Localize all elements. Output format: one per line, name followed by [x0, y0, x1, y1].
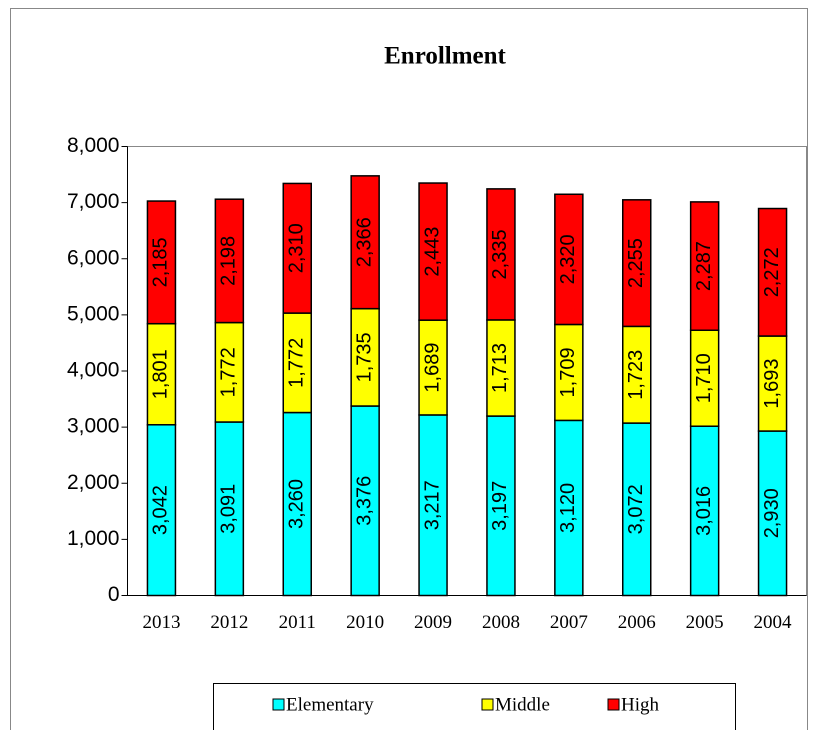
- y-tick-label: 0: [108, 583, 120, 606]
- bar-segment: [282, 182, 312, 314]
- bar-segment: [622, 422, 652, 597]
- value-label: 2,255: [625, 238, 647, 288]
- bar-segment: [418, 182, 448, 321]
- value-label: 3,016: [693, 486, 715, 536]
- x-tick-label: 2004: [754, 612, 793, 633]
- bar-segment: [418, 319, 448, 416]
- value-label: 3,217: [421, 480, 443, 530]
- x-tick-label: 2008: [482, 612, 520, 633]
- bar-segment: [689, 329, 720, 427]
- y-tick-label: 8,000: [67, 134, 120, 157]
- chart-title: Enrollment: [384, 43, 506, 70]
- value-label: 1,710: [693, 353, 715, 403]
- y-tick-label: 4,000: [67, 359, 120, 382]
- value-label: 1,772: [218, 347, 240, 397]
- legend-label: Elementary: [286, 694, 374, 715]
- value-label: 2,366: [353, 217, 375, 267]
- value-label: 1,801: [150, 349, 172, 399]
- bar-segment: [214, 321, 245, 423]
- x-tick-label: 2011: [279, 612, 316, 633]
- x-tick-label: 2005: [686, 612, 724, 633]
- bar-segment: [622, 199, 652, 328]
- value-label: 3,376: [353, 476, 375, 526]
- bar-segment: [486, 188, 516, 321]
- y-tick-label: 3,000: [67, 415, 120, 438]
- value-label: 2,198: [218, 236, 240, 286]
- bar-segment: [282, 411, 312, 597]
- y-tick-label: 2,000: [67, 471, 120, 494]
- bar-segment: [689, 201, 720, 332]
- value-label: 1,772: [286, 338, 308, 388]
- x-tick-label: 2013: [142, 612, 180, 633]
- value-label: 2,310: [286, 223, 308, 273]
- value-label: 3,091: [218, 484, 240, 534]
- value-label: 1,689: [421, 343, 443, 393]
- value-label: 2,185: [150, 237, 172, 287]
- value-label: 2,443: [421, 227, 443, 277]
- x-tick-label: 2007: [550, 612, 588, 633]
- bar-segment: [486, 319, 516, 417]
- value-label: 2,930: [761, 488, 783, 538]
- bar-segment: [214, 198, 245, 324]
- bar-segment: [757, 335, 788, 432]
- y-tick-label: 5,000: [67, 302, 120, 325]
- bar-segment: [146, 424, 177, 597]
- x-tick-label: 2006: [618, 612, 656, 633]
- bar-segment: [350, 175, 380, 310]
- value-label: 3,260: [286, 479, 308, 529]
- bar-segment: [554, 323, 584, 422]
- x-tick-label: 2009: [414, 612, 452, 633]
- legend-label: Middle: [495, 694, 550, 715]
- x-tick-label: 2010: [346, 612, 384, 633]
- y-tick-label: 1,000: [67, 527, 120, 550]
- y-tick-label: 7,000: [67, 190, 120, 213]
- legend-swatch: [607, 698, 620, 711]
- value-label: 1,713: [489, 343, 511, 393]
- y-tick-label: 6,000: [67, 246, 120, 269]
- value-label: 2,272: [761, 247, 783, 297]
- bar-segment: [757, 207, 788, 337]
- value-label: 1,693: [761, 359, 783, 409]
- bar-segment: [146, 200, 177, 325]
- bar-segment: [622, 325, 652, 424]
- bar-segment: [214, 421, 245, 597]
- value-label: 1,709: [557, 347, 579, 397]
- legend-swatch: [481, 698, 494, 711]
- value-label: 3,120: [557, 483, 579, 533]
- value-label: 3,197: [489, 481, 511, 531]
- legend-swatch: [272, 698, 285, 711]
- bar-segment: [554, 193, 584, 326]
- x-tick-label: 2012: [210, 612, 248, 633]
- legend-label: High: [621, 694, 660, 715]
- value-label: 2,320: [557, 234, 579, 284]
- value-label: 1,723: [625, 350, 647, 400]
- value-label: 2,287: [693, 241, 715, 291]
- legend: [213, 683, 736, 730]
- value-label: 1,735: [353, 332, 375, 382]
- value-label: 2,335: [489, 229, 511, 279]
- value-label: 3,072: [625, 484, 647, 534]
- value-label: 3,042: [150, 485, 172, 535]
- bar-segment: [350, 307, 380, 407]
